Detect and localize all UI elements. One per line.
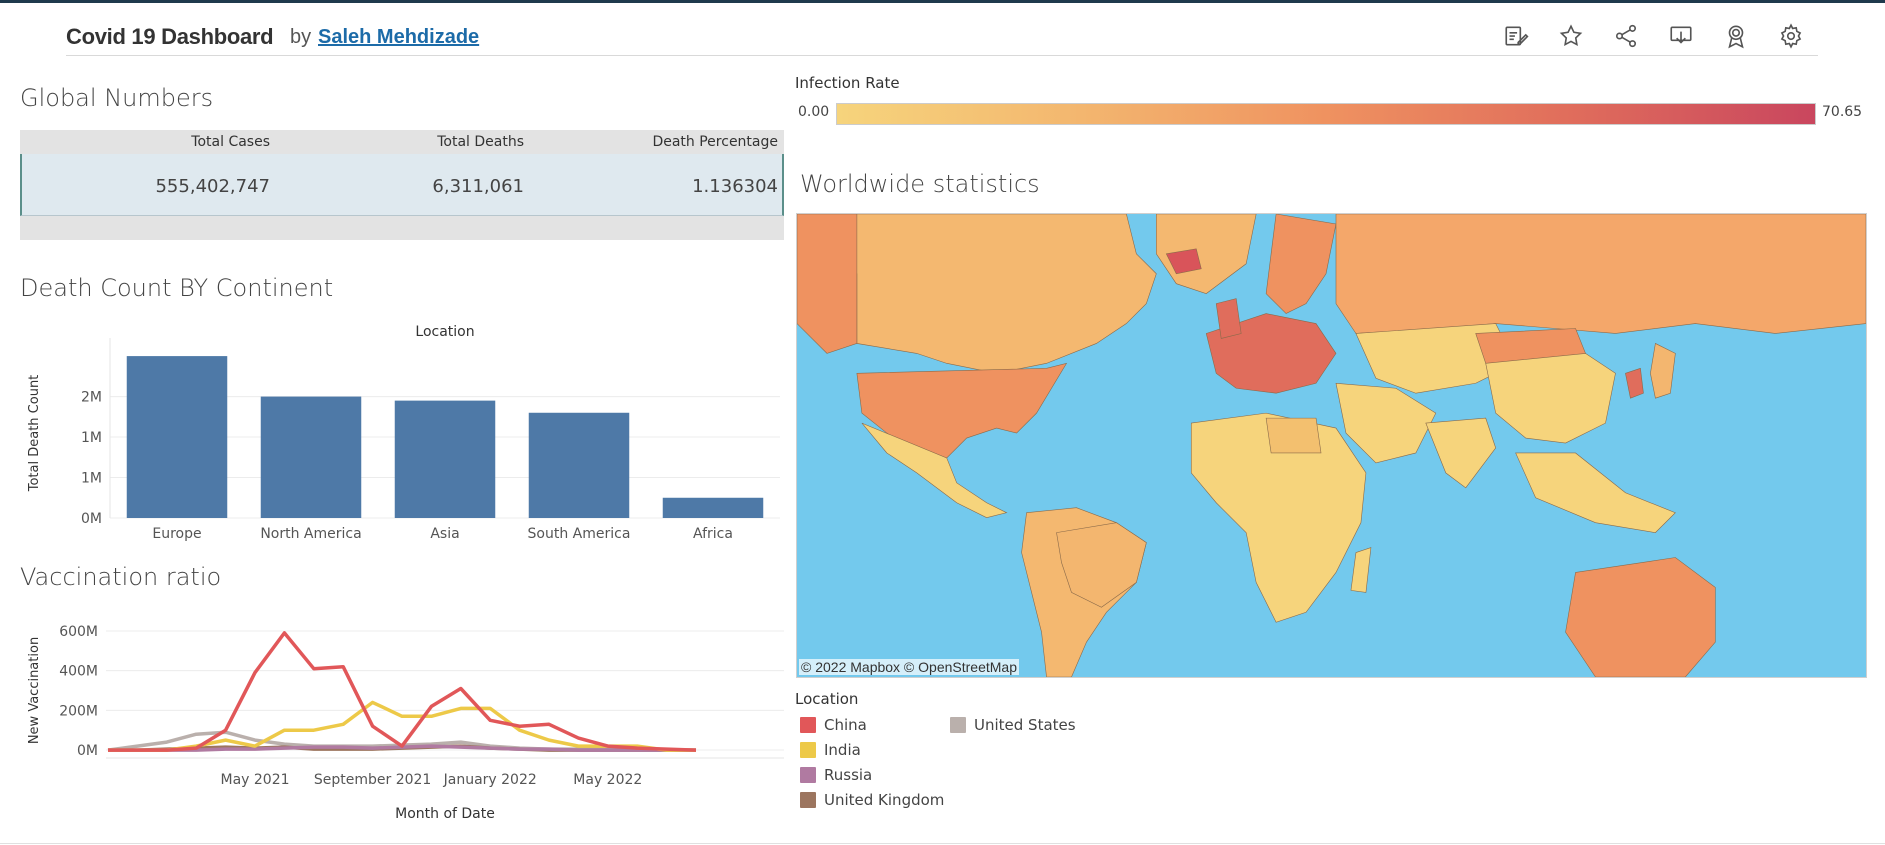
legend-item-russia[interactable]: Russia	[800, 766, 872, 784]
series-line-china[interactable]	[108, 631, 697, 752]
legend-swatch	[800, 767, 816, 783]
value-total-deaths: 6,311,061	[432, 176, 524, 197]
legend-label: China	[824, 716, 867, 734]
map-region-alaska	[797, 214, 858, 354]
value-death-percentage: 1.136304	[692, 176, 778, 197]
map-region-middle-east	[1335, 382, 1437, 464]
global-numbers-title: Global Numbers	[20, 84, 214, 112]
map-region-china	[1485, 353, 1616, 444]
map-region-india	[1425, 417, 1497, 489]
bar-x-tick-label: North America	[260, 526, 361, 542]
legend-label: India	[824, 741, 861, 759]
bar-asia[interactable]	[394, 400, 496, 518]
infection-rate-color-scale	[836, 103, 1816, 125]
map-region-mexico	[861, 422, 1008, 519]
legend-swatch	[800, 717, 816, 733]
author-link[interactable]: Saleh Mehdizade	[318, 26, 480, 48]
dashboard-title: Covid 19 Dashboard	[66, 24, 274, 49]
table-scrollbar[interactable]	[20, 216, 784, 240]
bar-x-tick-label: South America	[528, 526, 631, 542]
byline-text: by	[290, 26, 312, 48]
death-count-bar-chart: Location Total Death Count 0M 1M 1M 2M Europe N…	[27, 324, 780, 542]
death-count-title: Death Count BY Continent	[20, 274, 334, 302]
edit-icon[interactable]	[1488, 16, 1543, 56]
award-icon[interactable]	[1708, 16, 1763, 56]
map-region-scandinavia	[1265, 214, 1337, 314]
map-title: Worldwide statistics	[800, 170, 1040, 198]
legend-swatch	[950, 717, 966, 733]
bar-europe[interactable]	[126, 356, 228, 518]
line-x-tick-label: January 2022	[443, 772, 537, 788]
line-y-tick-label: 200M	[59, 703, 98, 719]
infection-rate-label: Infection Rate	[795, 74, 900, 92]
col-death-percentage: Death Percentage	[652, 134, 778, 150]
map-region-central-asia	[1355, 323, 1517, 394]
bar-y-tick-label: 2M	[81, 390, 102, 406]
line-y-tick-label: 0M	[77, 743, 98, 759]
map-region-iceland	[1165, 248, 1202, 275]
line-y-tick-label: 600M	[59, 624, 98, 640]
bar-x-axis-title: Location	[415, 324, 474, 340]
line-x-tick-label: May 2021	[220, 772, 289, 788]
line-y-tick-label: 400M	[59, 664, 98, 680]
table-header-row: Total Cases Total Deaths Death Percentag…	[20, 130, 784, 154]
bottom-divider	[0, 843, 1885, 844]
vaccination-title: Vaccination ratio	[20, 563, 222, 591]
line-x-axis-title: Month of Date	[395, 806, 495, 822]
bar-y-tick-label: 1M	[81, 471, 102, 487]
legend-label: United Kingdom	[824, 791, 945, 809]
bar-y-tick-label: 1M	[81, 430, 102, 446]
bar-south-america[interactable]	[528, 412, 630, 518]
legend-item-united-kingdom[interactable]: United Kingdom	[800, 791, 944, 809]
bar-x-tick-label: Asia	[430, 526, 459, 542]
map-region-korea	[1625, 367, 1644, 399]
value-total-cases: 555,402,747	[155, 176, 270, 197]
table-row[interactable]: 555,402,747 6,311,061 1.136304	[20, 154, 784, 216]
share-icon[interactable]	[1598, 16, 1653, 56]
legend-swatch	[800, 792, 816, 808]
legend-item-china[interactable]: China	[800, 716, 867, 734]
legend-item-india[interactable]: India	[800, 741, 861, 759]
map-region-brazil	[1056, 522, 1147, 608]
bar-x-tick-label: Europe	[152, 526, 201, 542]
bar-north-america[interactable]	[260, 396, 362, 518]
bar-y-tick-label: 0M	[81, 511, 102, 527]
infection-rate-min: 0.00	[798, 104, 830, 120]
legend-label: United States	[974, 716, 1076, 734]
global-numbers-table: Total Cases Total Deaths Death Percentag…	[20, 130, 784, 240]
dashboard-header: Covid 19 Dashboard by Saleh Mehdizade	[66, 10, 1818, 56]
vaccination-line-chart: 0M 200M 400M 600M May 2021 September 2021 Janu…	[27, 624, 784, 822]
map-region-madagascar	[1350, 547, 1372, 593]
map-attribution[interactable]: © 2022 Mapbox © OpenStreetMap	[799, 659, 1019, 675]
map-region-southeast-asia	[1515, 452, 1676, 533]
legend-label: Russia	[824, 766, 873, 784]
legend-swatch	[800, 742, 816, 758]
legend-item-united-states[interactable]: United States	[950, 716, 1076, 734]
toolbar	[1488, 16, 1818, 56]
map-region-australia	[1565, 557, 1716, 677]
line-y-axis-title: New Vaccination	[27, 637, 42, 744]
map-region-egypt	[1265, 417, 1322, 454]
map-region-africa	[1190, 412, 1367, 623]
col-total-deaths: Total Deaths	[437, 134, 524, 150]
bar-y-axis-title: Total Death Count	[27, 375, 42, 493]
map-region-uk	[1215, 298, 1242, 339]
infection-rate-max: 70.65	[1822, 104, 1863, 120]
map-region-greenland	[1156, 214, 1257, 294]
world-map[interactable]: © 2022 Mapbox © OpenStreetMap	[796, 213, 1867, 678]
col-total-cases: Total Cases	[191, 134, 270, 150]
line-x-tick-label: May 2022	[573, 772, 642, 788]
map-region-russia	[1335, 214, 1866, 334]
bar-africa[interactable]	[662, 497, 764, 518]
series-line-india[interactable]	[108, 700, 696, 752]
location-legend-title: Location	[795, 690, 859, 708]
gear-icon[interactable]	[1763, 16, 1818, 56]
download-icon[interactable]	[1653, 16, 1708, 56]
line-x-tick-label: September 2021	[314, 772, 431, 788]
top-accent-bar	[0, 0, 1885, 3]
bar-x-tick-label: Africa	[693, 526, 733, 542]
star-icon[interactable]	[1543, 16, 1598, 56]
map-region-japan	[1650, 342, 1676, 399]
